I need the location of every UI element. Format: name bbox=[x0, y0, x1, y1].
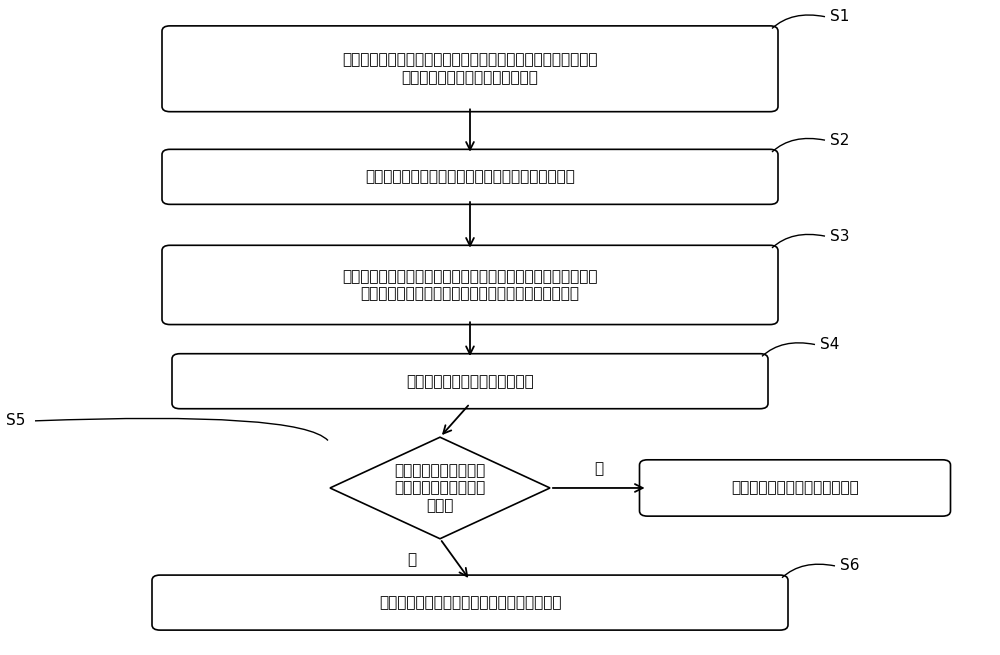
Text: 否: 否 bbox=[594, 461, 603, 476]
FancyBboxPatch shape bbox=[162, 246, 778, 325]
Text: S3: S3 bbox=[830, 229, 850, 244]
FancyBboxPatch shape bbox=[162, 26, 778, 111]
FancyBboxPatch shape bbox=[640, 460, 951, 516]
Text: S2: S2 bbox=[830, 133, 849, 147]
Text: 根据距离以及数据储存模块中的喷射气体传导公式计算压缩空气
发生模块的气体喷射压力、方向、开始时间、持续时间: 根据距离以及数据储存模块中的喷射气体传导公式计算压缩空气 发生模块的气体喷射压力… bbox=[342, 269, 598, 301]
Text: 压缩空气发生模块开始喷射气体: 压缩空气发生模块开始喷射气体 bbox=[406, 374, 534, 388]
Text: 相机拍摄左右眼图像，
判断左右眼是否产生眨
眼反射: 相机拍摄左右眼图像， 判断左右眼是否产生眨 眼反射 bbox=[394, 463, 486, 513]
Text: S6: S6 bbox=[840, 559, 860, 573]
FancyBboxPatch shape bbox=[152, 575, 788, 630]
Text: 根据拍摄图像视频开始分析左右眼睑眨眼反射: 根据拍摄图像视频开始分析左右眼睑眨眼反射 bbox=[379, 595, 561, 610]
Text: 激光导航模块检测喷头与患者左右眼角膜顶点的距离: 激光导航模块检测喷头与患者左右眼角膜顶点的距离 bbox=[365, 170, 575, 184]
FancyBboxPatch shape bbox=[172, 354, 768, 409]
Text: S4: S4 bbox=[820, 337, 839, 352]
Text: 重新等待下一次的开始检查指令: 重新等待下一次的开始检查指令 bbox=[731, 481, 859, 495]
Polygon shape bbox=[330, 438, 550, 538]
Text: 相机拍摄左右眼图像，判断左右眼是否是睁开状态，当眼睛处于
睁开状态时激光导航模块开始工作: 相机拍摄左右眼图像，判断左右眼是否是睁开状态，当眼睛处于 睁开状态时激光导航模块… bbox=[342, 52, 598, 85]
Text: S1: S1 bbox=[830, 9, 849, 24]
Text: S5: S5 bbox=[6, 413, 25, 428]
FancyBboxPatch shape bbox=[162, 149, 778, 204]
Text: 是: 是 bbox=[407, 552, 417, 567]
